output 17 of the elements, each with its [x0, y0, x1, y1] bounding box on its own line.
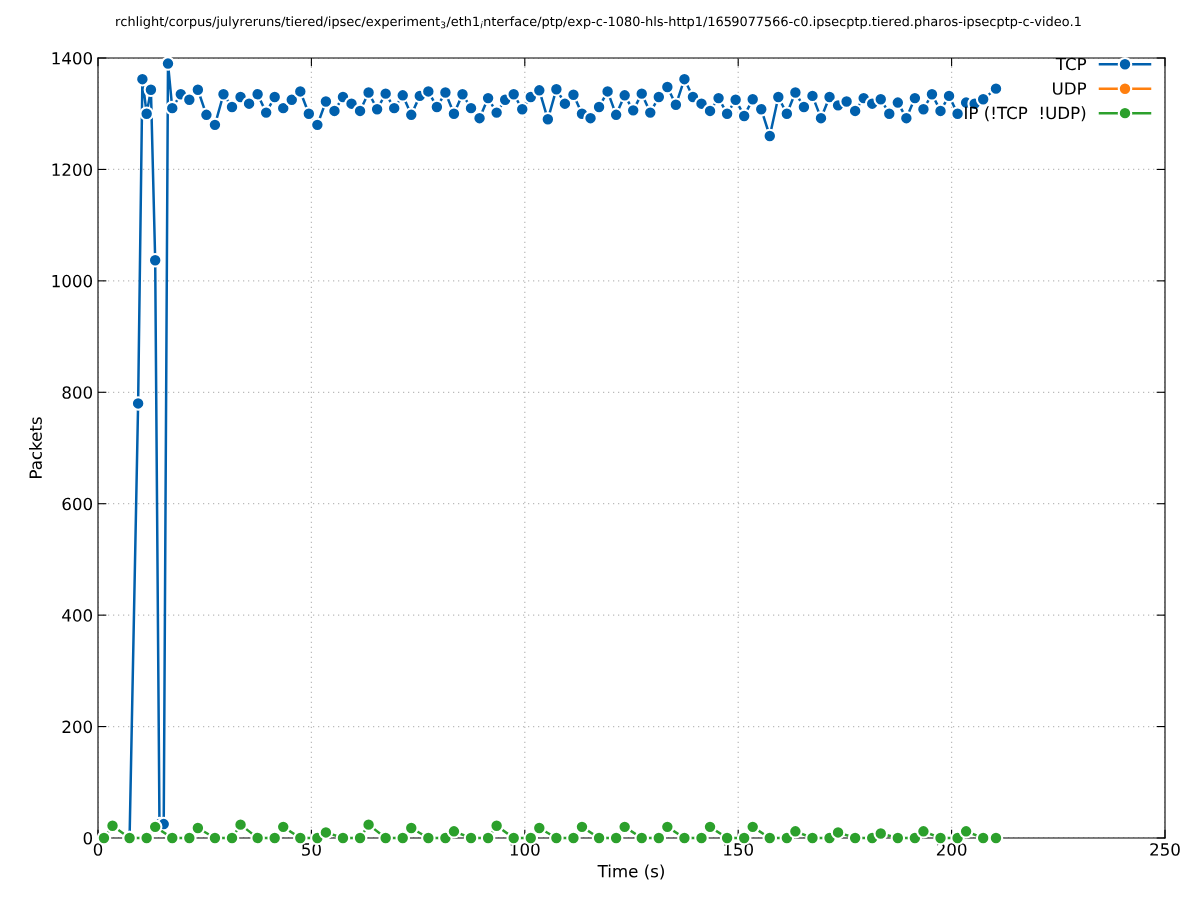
y-tick-label: 200 — [62, 720, 93, 734]
y-tick-label: 1400 — [52, 51, 93, 65]
x-tick-label: 250 — [1150, 843, 1180, 856]
y-tick-label: 400 — [62, 609, 93, 622]
legend-label: UDP — [1053, 82, 1087, 95]
x-tick-label: 100 — [510, 843, 540, 856]
chart-title: rchlight/corpus/julyreruns/tiered/ipsec/experiment$_{3}$/eth1$_{i}$nterface/ptp/exp-c-1080-hls-http1/1659077566-c0.ipsecptp.tiered.pharos-ipsecptp-c-video.1 — [116, 16, 1081, 29]
y-tick-label: 600 — [62, 497, 93, 511]
legend-label: TCP — [1055, 57, 1087, 71]
y-tick-label: 800 — [62, 386, 93, 399]
y-tick-label: 0 — [83, 831, 93, 845]
y-tick-label: 1000 — [52, 274, 93, 288]
legend-label: IP (!TCP !UDP) — [965, 106, 1086, 122]
x-axis-title: Time (s) — [597, 864, 664, 880]
y-tick-label: 1200 — [52, 163, 93, 176]
x-tick-label: 0 — [93, 843, 103, 856]
y-axis-title: Packets — [29, 417, 42, 478]
